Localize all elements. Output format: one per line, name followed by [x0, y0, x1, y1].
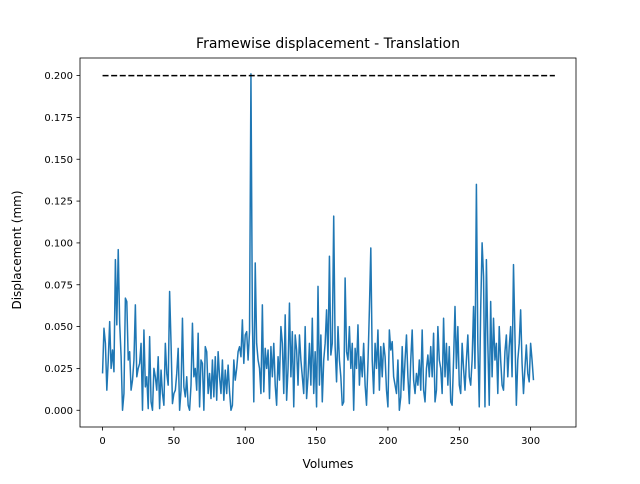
y-tick-label: 0.100 [44, 239, 73, 250]
y-tick-label: 0.050 [44, 322, 73, 333]
y-tick-label: 0.075 [44, 280, 73, 291]
chart-title: Framewise displacement - Translation [196, 36, 460, 52]
x-tick-label: 300 [521, 436, 540, 447]
x-tick-label: 150 [307, 436, 326, 447]
y-axis-label: Displacement (mm) [10, 190, 24, 309]
y-tick-label: 0.125 [44, 197, 73, 208]
plot-area: 0 50 100 150 200 250 300 0.000 0.025 0.050 0.075 0.… [44, 57, 577, 447]
x-tick-label: 0 [99, 436, 105, 447]
x-axis-label: Volumes [303, 457, 354, 471]
y-tick-label: 0.200 [44, 71, 73, 82]
y-tick-label: 0.175 [44, 113, 73, 124]
y-tick-label: 0.000 [44, 406, 73, 417]
y-tick-label: 0.025 [44, 364, 73, 375]
series-line-0 [101, 73, 535, 412]
x-tick-label: 50 [168, 436, 181, 447]
x-tick-label: 250 [450, 436, 469, 447]
y-tick-label: 0.150 [44, 155, 73, 166]
axes-frame [79, 57, 577, 428]
x-tick-label: 200 [378, 436, 397, 447]
x-tick-label: 100 [236, 436, 255, 447]
